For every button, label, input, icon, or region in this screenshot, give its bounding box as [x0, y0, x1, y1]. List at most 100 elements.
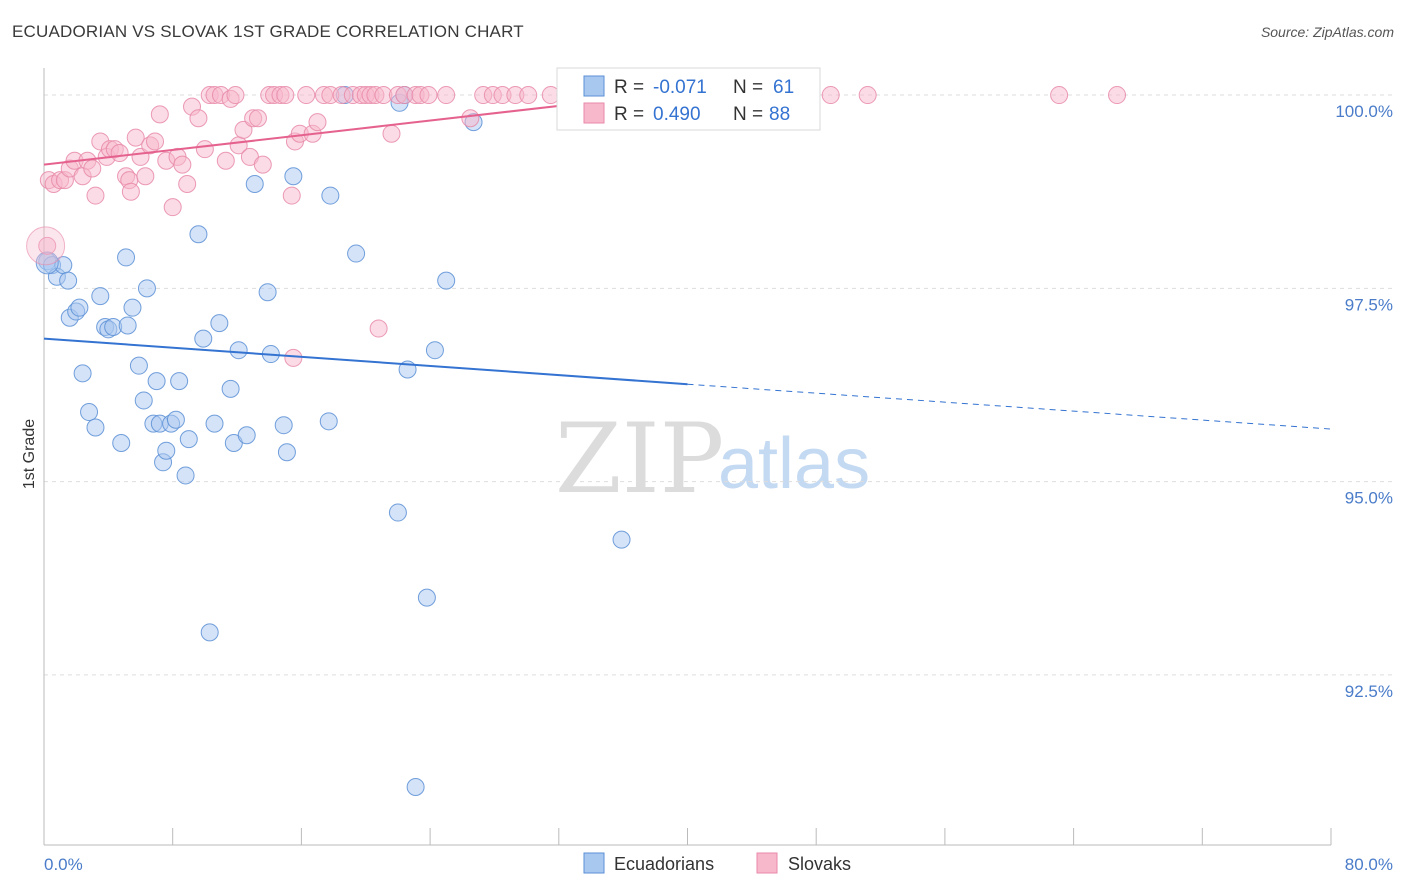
y-tick-label: 97.5%	[1345, 295, 1393, 314]
chart-source: Source: ZipAtlas.com	[1260, 24, 1394, 40]
slovaks-point	[519, 86, 538, 105]
ecuadorians-trend-extension	[687, 383, 1332, 430]
slovaks-point	[216, 151, 235, 170]
ecuadorians-point	[134, 391, 153, 410]
slovaks-point	[858, 86, 877, 105]
slovaks-point	[226, 86, 245, 105]
ecuadorians-point	[157, 441, 176, 460]
x-tick-label-max: 80.0%	[1345, 855, 1393, 874]
watermark-zip: ZIP	[555, 403, 724, 515]
legend-n-label-ecuadorians: N =	[733, 77, 763, 98]
ecuadorians-point	[321, 186, 340, 205]
slovaks-point	[253, 155, 272, 174]
bottom-legend-swatch-slovaks	[756, 852, 778, 874]
slovaks-point	[1108, 86, 1127, 105]
ecuadorians-point	[179, 430, 198, 449]
slovaks-point	[297, 86, 316, 105]
slovaks-point	[83, 159, 102, 178]
slovaks-point-large	[26, 226, 66, 266]
legend-n-value-slovaks: 88	[769, 104, 790, 125]
y-tick-label: 95.0%	[1345, 489, 1393, 508]
ecuadorians-point	[200, 623, 219, 642]
slovaks-point	[369, 319, 388, 338]
ecuadorians-point	[425, 341, 444, 360]
slovaks-point	[419, 86, 438, 105]
ecuadorians-point	[73, 364, 92, 383]
slovaks-point	[234, 120, 253, 139]
ecuadorians-point	[123, 298, 142, 317]
ecuadorians-point	[229, 341, 248, 360]
watermark-atlas: atlas	[718, 424, 870, 504]
legend-r-value-ecuadorians: -0.071	[653, 77, 707, 98]
ecuadorians-point	[258, 283, 277, 302]
slovaks-point	[121, 182, 140, 201]
slovaks-point	[437, 86, 456, 105]
ecuadorians-point	[612, 530, 631, 549]
ecuadorians-point	[189, 225, 208, 244]
ecuadorians-point	[417, 588, 436, 607]
legend-swatch-ecuadorians	[583, 75, 605, 97]
slovaks-point	[173, 155, 192, 174]
slovaks-point	[150, 105, 169, 124]
slovaks-point	[178, 174, 197, 193]
correlation-legend: R = -0.071 N = 61 R = 0.490 N = 88	[556, 67, 821, 131]
slovaks-point	[308, 113, 327, 132]
ecuadorians-point	[147, 372, 166, 391]
y-tick-label: 100.0%	[1335, 102, 1393, 121]
slovaks-point	[136, 167, 155, 186]
ecuadorians-point	[118, 316, 137, 335]
ecuadorians-point	[86, 418, 105, 437]
slovaks-point	[461, 109, 480, 128]
ecuadorians-point	[80, 403, 99, 422]
ecuadorians-point	[112, 433, 131, 452]
slovaks-point	[382, 124, 401, 143]
ecuadorians-point	[70, 298, 89, 317]
slovaks-point	[276, 86, 295, 105]
ecuadorians-point	[388, 503, 407, 522]
ecuadorians-point	[117, 248, 136, 267]
bottom-legend-label-slovaks: Slovaks	[788, 854, 851, 874]
legend-swatch-slovaks	[583, 102, 605, 124]
slovaks-point	[189, 109, 208, 128]
ecuadorians-point	[194, 329, 213, 348]
slovaks-point	[163, 198, 182, 217]
slovaks-point	[195, 140, 214, 159]
ecuadorians-point	[437, 271, 456, 290]
ecuadorians-point	[210, 314, 229, 333]
slovaks-point	[146, 132, 165, 151]
x-tick-label-min: 0.0%	[44, 855, 83, 874]
slovaks-point	[110, 144, 129, 163]
slovaks-point	[38, 236, 57, 255]
bottom-legend-swatch-ecuadorians	[583, 852, 605, 874]
slovaks-point	[126, 128, 145, 147]
ecuadorians-point	[129, 356, 148, 375]
slovaks-point	[1050, 86, 1069, 105]
ecuadorians-point	[59, 271, 78, 290]
slovaks-point	[248, 109, 267, 128]
ecuadorians-point	[170, 372, 189, 391]
legend-n-label-slovaks: N =	[733, 104, 763, 125]
ecuadorians-point	[137, 279, 156, 298]
ecuadorians-point	[237, 426, 256, 445]
x-ticks	[43, 828, 1332, 845]
y-tick-label: 92.5%	[1345, 682, 1393, 701]
slovaks-point	[284, 348, 303, 367]
slovaks-point	[282, 186, 301, 205]
chart-title: ECUADORIAN VS SLOVAK 1ST GRADE CORRELATI…	[12, 22, 524, 41]
ecuadorians-point	[176, 466, 195, 485]
slovaks-point	[86, 186, 105, 205]
ecuadorians-trend-line	[43, 337, 688, 386]
legend-n-value-ecuadorians: 61	[773, 77, 794, 98]
ecuadorians-point	[284, 167, 303, 186]
legend-r-label-slovaks: R =	[614, 104, 644, 125]
ecuadorians-point	[221, 379, 240, 398]
ecuadorians-point	[274, 416, 293, 435]
y-tick-labels: 92.5% 95.0% 97.5% 100.0%	[1335, 102, 1393, 701]
slovaks-point	[821, 86, 840, 105]
ecuadorians-point	[406, 778, 425, 797]
ecuadorians-point	[205, 414, 224, 433]
y-axis-title: 1st Grade	[21, 419, 38, 489]
series-legend: Ecuadorians Slovaks	[583, 852, 851, 874]
ecuadorians-point	[319, 412, 338, 431]
